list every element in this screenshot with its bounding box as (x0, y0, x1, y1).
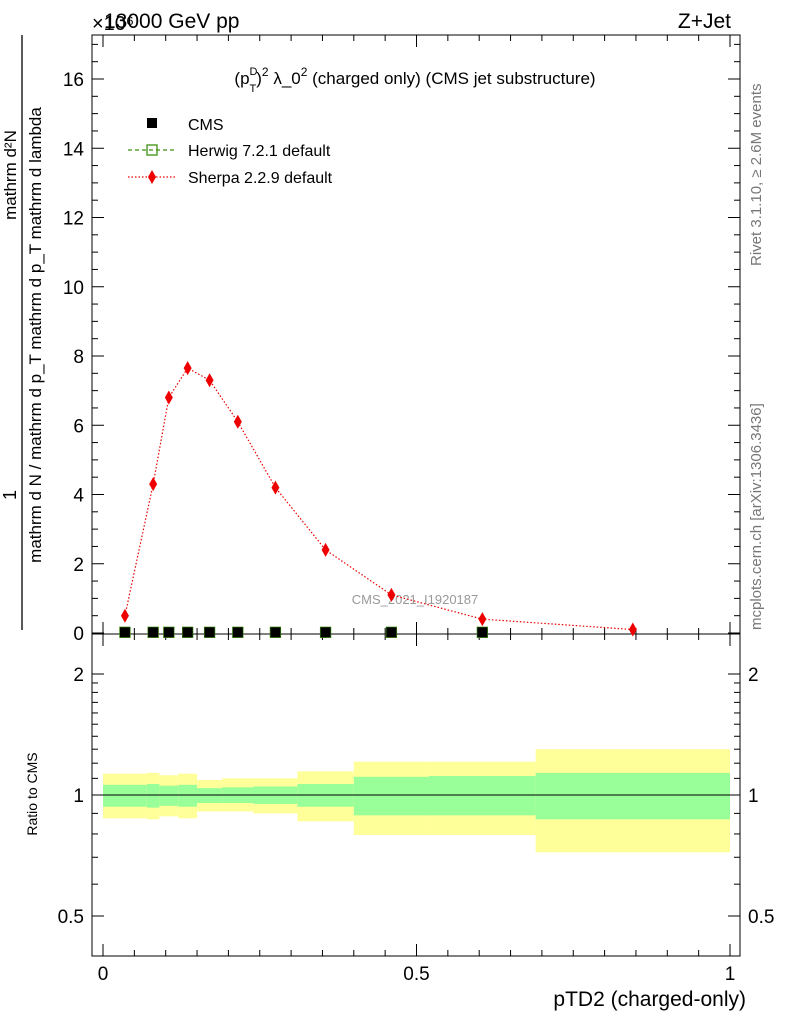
cms-point (320, 627, 331, 638)
ratio-tick-label-right: 2 (748, 665, 759, 686)
y-tick-label: 14 (63, 139, 85, 160)
process-label: Z+Jet (678, 10, 731, 33)
y-tick-label: 12 (63, 209, 84, 230)
ratio-band-inner (178, 784, 198, 807)
cms-point (119, 627, 130, 638)
sherpa-point (321, 542, 330, 557)
ratio-tick-label-left: 1 (73, 786, 84, 807)
ratio-tick-label-left: 2 (73, 665, 84, 686)
cms-point (232, 627, 243, 638)
cms-point (477, 627, 488, 638)
ratio-y-axis-label: Ratio to CMS (24, 752, 40, 835)
main-ylabel-rhs: mathrm d²N (1, 130, 20, 220)
sherpa-point (120, 608, 129, 623)
y-tick-label: 6 (73, 416, 84, 437)
sherpa-point (149, 477, 158, 492)
series-layer (119, 361, 637, 638)
ratio-tick-label-left: 0.5 (58, 907, 84, 928)
energy-label: 13000 GeV pp (104, 10, 239, 33)
watermark-label: CMS_2021_I1920187 (352, 592, 479, 607)
ratio-tick-label-right: 0.5 (748, 907, 774, 928)
main-axis-ticks: 0 2 4 6 8 10 12 14 16 (63, 43, 740, 645)
ratio-band-inner (159, 785, 179, 806)
sherpa-point (478, 612, 487, 627)
main-ylabel-denominator: mathrm d N / mathrm d p_T mathrm d p_T m… (26, 107, 45, 563)
legend-herwig-marker (146, 144, 158, 156)
main-y-axis-label: 1 mathrm d N / mathrm d p_T mathrm d p_T… (0, 35, 45, 630)
y-tick-label: 16 (63, 70, 84, 91)
sherpa-point (628, 622, 637, 637)
sherpa-series-line (124, 367, 633, 631)
legend-herwig-label: Herwig 7.2.1 default (188, 143, 331, 160)
sherpa-point (164, 390, 173, 405)
y-tick-label: 2 (73, 555, 84, 576)
sherpa-point (271, 480, 280, 495)
legend-sherpa-marker (148, 170, 156, 184)
y-tick-label: 0 (73, 624, 84, 645)
ratio-band-inner (103, 784, 147, 807)
rivet-side-label: Rivet 3.1.10, ≥ 2.6M events (748, 84, 765, 267)
cms-point (386, 627, 397, 638)
sherpa-point (205, 373, 214, 388)
ratio-band-inner (146, 784, 160, 808)
x-tick-label: 1 (725, 964, 736, 985)
legend-sherpa-label: Sherpa 2.2.9 default (188, 170, 333, 187)
legend-cms-label: CMS (188, 117, 224, 134)
cms-point (204, 627, 215, 638)
ratio-tick-label-right: 1 (748, 786, 759, 807)
ratio-band-inner (353, 776, 430, 816)
legend-cms-marker (147, 118, 157, 128)
x-axis-label: pTD2 (charged-only) (553, 988, 746, 1011)
x-tick-label: 0 (98, 964, 109, 985)
cms-point (270, 627, 281, 638)
ratio-band-inner (535, 772, 730, 820)
sherpa-point (387, 587, 396, 602)
y-tick-label: 4 (73, 486, 84, 507)
mcplots-side-label: mcplots.cern.ch [arXiv:1306.3436] (748, 403, 765, 630)
cms-point (182, 627, 193, 638)
ratio-band-inner (197, 788, 223, 804)
sherpa-point (183, 361, 192, 376)
ratio-bands (103, 749, 730, 853)
main-title: (pD T)2 λ_02 (charged only) (CMS jet subs… (234, 65, 595, 95)
x-tick-label: 0.5 (403, 964, 429, 985)
cms-point (163, 627, 174, 638)
y-tick-label: 10 (63, 278, 84, 299)
y-tick-label: 8 (73, 347, 84, 368)
cms-point (148, 627, 159, 638)
ratio-band-inner (429, 775, 536, 816)
sherpa-point (233, 414, 242, 429)
main-ylabel-numerator: 1 (0, 490, 20, 500)
exponent-label: ×10⁶ (92, 13, 134, 35)
ratio-axis-ticks: 0.5 0.5 1 1 2 2 (58, 665, 775, 928)
legend: CMS Herwig 7.2.1 default Sherpa 2.2.9 de… (128, 117, 333, 187)
